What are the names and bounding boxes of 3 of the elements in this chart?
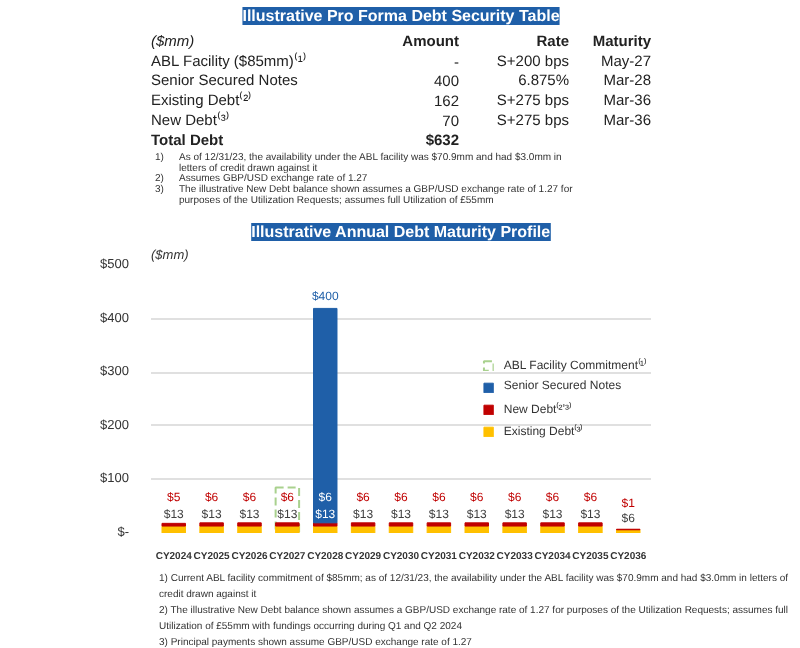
text: Illustrative Pro Forma Debt Security Table [242,7,561,25]
bar [313,307,338,524]
chart-title: Illustrative Annual Debt Maturity Profile [251,223,552,241]
